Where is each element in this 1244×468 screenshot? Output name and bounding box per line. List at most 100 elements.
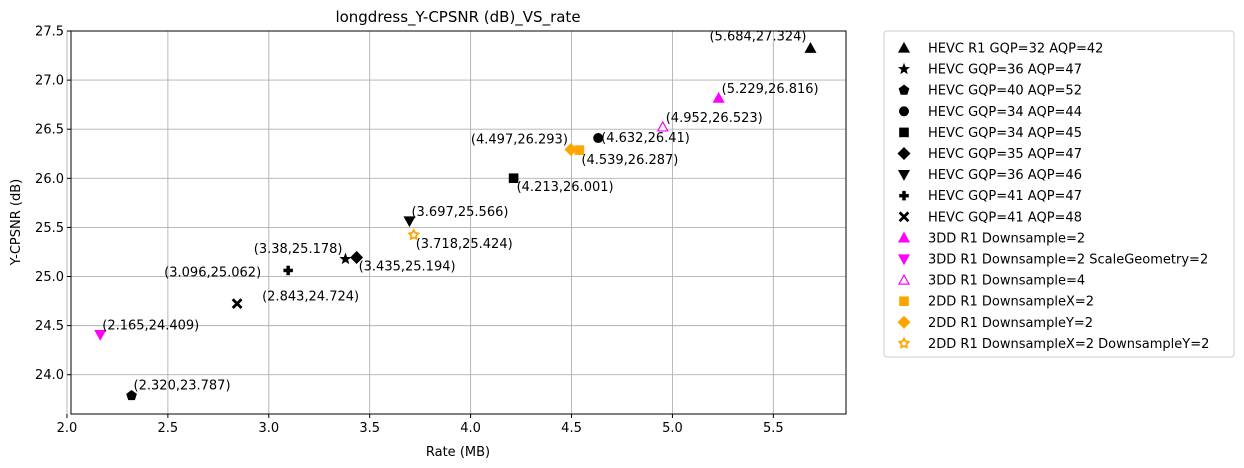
y-tick-label: 27.0 [35,74,64,89]
data-labels: (5.684,27.324) (3.38,25.178) (2.320,23.787… [102,29,818,393]
data-label: (4.213,26.001) [517,180,614,195]
legend-marker [897,273,911,285]
legend-marker [898,84,910,95]
data-point [403,216,416,228]
legend-label: 3DD R1 Downsample=2 ScaleGeometry=2 [928,253,1208,268]
legend-marker [897,62,911,75]
legend-item: HEVC GQP=41 AQP=47 [899,189,1082,204]
x-axis: 2.0 2.5 3.0 3.5 4.0 4.5 5.0 5.5 [57,414,784,436]
data-label: (4.539,26.287) [581,153,678,168]
data-point [126,390,137,401]
data-point [712,91,725,103]
legend-marker [897,336,911,349]
legend-item: HEVC GQP=35 AQP=47 [897,146,1082,162]
legend-item: HEVC GQP=34 AQP=45 [899,126,1082,141]
data-point [94,329,107,341]
y-tick-label: 26.5 [35,123,64,138]
y-axis-label: Y-CPSNR (dB) [9,179,24,266]
legend-item: HEVC GQP=34 AQP=44 [899,105,1082,120]
legend-marker [899,106,909,117]
data-label: (3.435,25.194) [359,259,456,274]
legend-marker [899,296,909,306]
data-label: (2.843,24.724) [262,290,359,305]
data-label: (2.320,23.787) [134,379,231,394]
legend-item: 2DD R1 DownsampleX=2 [899,295,1094,310]
data-label: (5.229,26.816) [722,82,819,97]
data-point [656,120,669,132]
legend-item: HEVC GQP=36 AQP=46 [897,168,1082,183]
data-label: (3.697,25.566) [411,205,508,220]
legend-item: 3DD R1 Downsample=2 ScaleGeometry=2 [897,253,1208,268]
legend-label: 3DD R1 Downsample=2 [928,231,1085,246]
x-axis-label: Rate (MB) [426,445,490,460]
data-point [231,298,243,309]
legend-item: HEVC GQP=40 AQP=52 [898,84,1082,99]
legend-marker [897,231,911,243]
data-point [283,265,293,276]
legend-label: 3DD R1 Downsample=4 [928,274,1085,289]
legend-label: HEVC GQP=40 AQP=52 [928,84,1082,99]
legend-item: 3DD R1 Downsample=2 [897,231,1085,246]
data-label: (4.952,26.523) [666,111,763,126]
legend-label: 2DD R1 DownsampleY=2 [928,316,1093,331]
legend-item: HEVC R1 GQP=32 AQP=42 [897,41,1103,57]
legend-item: 3DD R1 Downsample=4 [897,273,1085,289]
legend-label: HEVC GQP=41 AQP=47 [928,189,1082,204]
y-tick-label: 25.5 [35,221,64,236]
data-point [407,228,420,241]
data-label: (2.165,24.409) [102,319,199,334]
legend-marker [897,146,911,161]
data-label: (3.096,25.062) [164,265,261,280]
data-label: (5.684,27.324) [709,29,806,44]
data-point [339,252,352,265]
legend-item: HEVC GQP=36 AQP=47 [897,62,1082,78]
legend-label: HEVC GQP=35 AQP=47 [928,147,1082,162]
data-point [508,173,519,184]
legend-marker [897,41,911,53]
x-tick-label: 5.0 [662,421,683,436]
y-tick-label: 24.5 [35,319,64,334]
data-point [564,143,578,157]
y-tick-label: 27.5 [35,25,64,40]
legend-marker [899,127,909,138]
x-tick-label: 4.0 [460,421,481,436]
legend-label: HEVC R1 GQP=32 AQP=42 [928,42,1103,57]
data-label: (4.632,26.41) [601,131,690,146]
grid [66,30,846,414]
data-label: (3.38,25.178) [254,242,343,257]
data-label: (3.718,25.424) [416,237,513,252]
legend-item: HEVC GQP=41 AQP=48 [898,210,1082,225]
legend-label: HEVC GQP=36 AQP=46 [928,168,1082,183]
x-tick-label: 2.0 [57,421,78,436]
y-axis: 24.0 24.5 25.0 25.5 26.0 26.5 27.0 27.5 [35,25,71,383]
legend-label: HEVC GQP=36 AQP=47 [928,63,1082,78]
legend-label: 2DD R1 DownsampleX=2 [928,295,1094,310]
legend-label: HEVC GQP=34 AQP=44 [928,105,1082,120]
data-label: (4.497,26.293) [471,133,568,148]
legend-item: 2DD R1 DownsampleX=2 DownsampleY=2 [897,336,1209,352]
legend-label: HEVC GQP=34 AQP=45 [928,126,1082,141]
x-tick-label: 2.5 [158,421,179,436]
data-point [350,250,364,264]
legend-marker [899,190,909,201]
data-point [804,42,817,53]
legend-item: 2DD R1 DownsampleY=2 [897,315,1093,331]
data-point [593,133,604,144]
y-tick-label: 26.0 [35,172,64,187]
legend [883,30,1235,358]
legend-label: HEVC GQP=41 AQP=48 [928,210,1082,225]
legend-marker [897,170,911,181]
legend-marker [897,315,911,329]
y-tick-label: 24.0 [35,368,64,383]
x-tick-label: 3.5 [359,421,380,436]
chart-title: longdress_Y-CPSNR (dB)_VS_rate [335,8,580,27]
legend-items: HEVC R1 GQP=32 AQP=42 HEVC GQP=36 AQP=47 H… [897,41,1209,352]
legend-marker [898,211,910,223]
legend-label: 2DD R1 DownsampleX=2 DownsampleY=2 [928,337,1209,352]
x-tick-label: 4.5 [561,421,582,436]
data-points [94,42,817,401]
x-tick-label: 3.0 [258,421,279,436]
x-tick-label: 5.5 [763,421,784,436]
y-tick-label: 25.0 [35,270,64,285]
